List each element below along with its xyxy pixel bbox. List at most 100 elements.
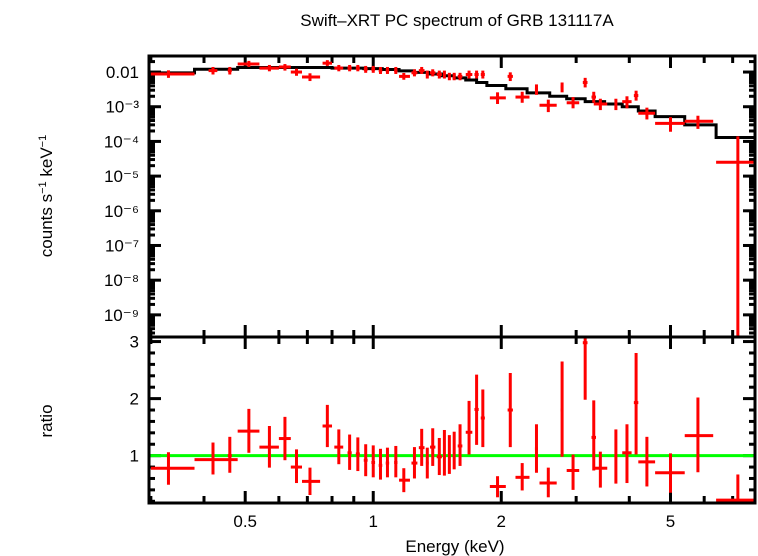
y-tick-label: 10⁻⁹ xyxy=(104,306,139,325)
spectrum-data-point xyxy=(560,82,564,93)
spectrum-data-point xyxy=(430,69,436,77)
y-tick-label: 10⁻³ xyxy=(105,98,139,117)
model-curve-layer xyxy=(149,66,755,139)
spectrum-data-point xyxy=(385,66,390,74)
y-tick-label: 10⁻⁴ xyxy=(104,132,139,151)
ratio-data-point xyxy=(378,448,383,480)
spectrum-data-point xyxy=(593,98,608,111)
ratio-data-point xyxy=(452,431,456,470)
ratio-data-point xyxy=(237,408,260,453)
spectrum-data-point xyxy=(278,64,291,71)
spectrum-data-point xyxy=(539,99,557,113)
spectrum-data-point xyxy=(480,70,485,79)
spectrum-data-point xyxy=(474,70,479,79)
y-tick-label: 10⁻⁵ xyxy=(104,167,139,186)
spectrum-data-point xyxy=(465,70,473,79)
spectrum-data-point xyxy=(452,72,456,81)
ratio-y-axis-label: ratio xyxy=(37,404,56,437)
spectrum-data-point xyxy=(534,84,538,95)
ratio-data-point xyxy=(716,474,755,503)
ratio-data-point xyxy=(465,400,473,455)
ratio-data-point xyxy=(515,463,530,491)
ratio-data-point xyxy=(394,445,398,478)
spectrum-data-point xyxy=(425,70,429,79)
spectrum-data-points xyxy=(150,60,755,337)
spectrum-data-point xyxy=(447,72,451,81)
ratio-data-point xyxy=(633,352,639,455)
ratio-data-point xyxy=(480,389,485,448)
spectrum-data-point xyxy=(716,136,755,337)
spectrum-data-point xyxy=(302,73,321,82)
spectrum-data-point xyxy=(411,69,418,77)
ratio-data-point xyxy=(582,337,588,400)
ratio-x-tick-labels: 0.5 1 2 5 xyxy=(233,512,675,531)
spectrum-data-point xyxy=(566,97,580,109)
ratio-data-point xyxy=(447,435,451,474)
ratio-data-point xyxy=(655,453,685,493)
chart-title: Swift–XRT PC spectrum of GRB 131117A xyxy=(300,11,614,30)
spectrum-data-point xyxy=(237,60,260,67)
ratio-data-point xyxy=(430,428,436,466)
spectrum-data-point xyxy=(614,98,618,111)
ratio-data-point xyxy=(684,397,714,473)
y-tick-label: 10⁻⁸ xyxy=(104,271,139,290)
model-curve xyxy=(149,66,755,139)
ratio-data-point xyxy=(474,374,479,445)
spectrum-data-point xyxy=(622,96,632,109)
spectrum-panel: 0.01 10⁻³ 10⁻⁴ 10⁻⁵ 10⁻⁶ 10⁻⁷ 10⁻⁸ 10⁻⁹ counts … xyxy=(37,56,755,337)
ratio-data-point xyxy=(290,449,303,484)
spectrum-data-point xyxy=(489,92,506,104)
spectrum-data-point xyxy=(633,90,639,101)
spectrum-data-point xyxy=(684,115,714,129)
x-tick-label: 5 xyxy=(666,512,675,531)
ratio-data-point xyxy=(457,424,463,466)
ratio-data-point xyxy=(278,416,291,461)
y-tick-label: 10⁻⁶ xyxy=(104,202,139,221)
y-tick-label: 0.01 xyxy=(106,63,139,82)
ratio-data-point xyxy=(425,447,429,479)
ratio-data-point xyxy=(411,447,418,479)
spectrum-data-point xyxy=(418,66,425,74)
ratio-data-point xyxy=(363,444,368,477)
y-tick-label: 1 xyxy=(130,447,139,466)
ratio-data-point xyxy=(507,372,513,448)
x-tick-label: 0.5 xyxy=(233,512,257,531)
ratio-data-point xyxy=(334,429,344,465)
y-tick-label: 3 xyxy=(130,333,139,352)
spectrum-data-point xyxy=(515,91,530,103)
spectrum-data-point xyxy=(150,70,195,78)
spectrum-data-point xyxy=(378,66,383,74)
spectrum-data-point xyxy=(227,66,232,75)
ratio-data-point xyxy=(371,445,376,478)
ratio-data-point xyxy=(399,468,410,493)
x-axis-label: Energy (keV) xyxy=(405,537,504,556)
ratio-panel: 1 2 3 0.5 1 2 5 ratio Energy (keV) xyxy=(37,333,755,556)
x-tick-label: 1 xyxy=(369,512,378,531)
ratio-data-point xyxy=(591,400,596,471)
spectrum-data-point xyxy=(442,70,446,79)
y-tick-label: 10⁻⁷ xyxy=(105,236,139,255)
spectrum-data-point xyxy=(507,72,513,82)
spectrum-data-point xyxy=(208,66,218,75)
ratio-y-tick-labels: 1 2 3 xyxy=(130,333,139,466)
spectrum-data-point xyxy=(334,64,344,72)
ratio-data-point xyxy=(489,476,506,498)
spectrum-data-point xyxy=(655,117,685,132)
spectrum-data-point xyxy=(582,77,588,88)
ratio-data-point xyxy=(566,454,580,490)
spectrum-y-axis-label: counts s−1 keV−1 xyxy=(37,135,56,257)
spectrum-data-point xyxy=(457,72,463,81)
spectrum-data-point xyxy=(259,64,279,72)
ratio-data-point xyxy=(385,447,390,478)
spectrum-data-point xyxy=(394,66,398,74)
ratio-data-point xyxy=(302,467,321,496)
ratio-data-points xyxy=(150,337,755,503)
spectrum-data-point xyxy=(355,64,360,72)
spectrum-data-point xyxy=(436,70,442,79)
spectrum-data-point xyxy=(347,64,352,72)
ratio-data-point xyxy=(442,429,446,476)
ratio-data-point xyxy=(436,437,442,476)
spectrum-data-point xyxy=(322,60,333,66)
ratio-data-point xyxy=(534,424,538,473)
